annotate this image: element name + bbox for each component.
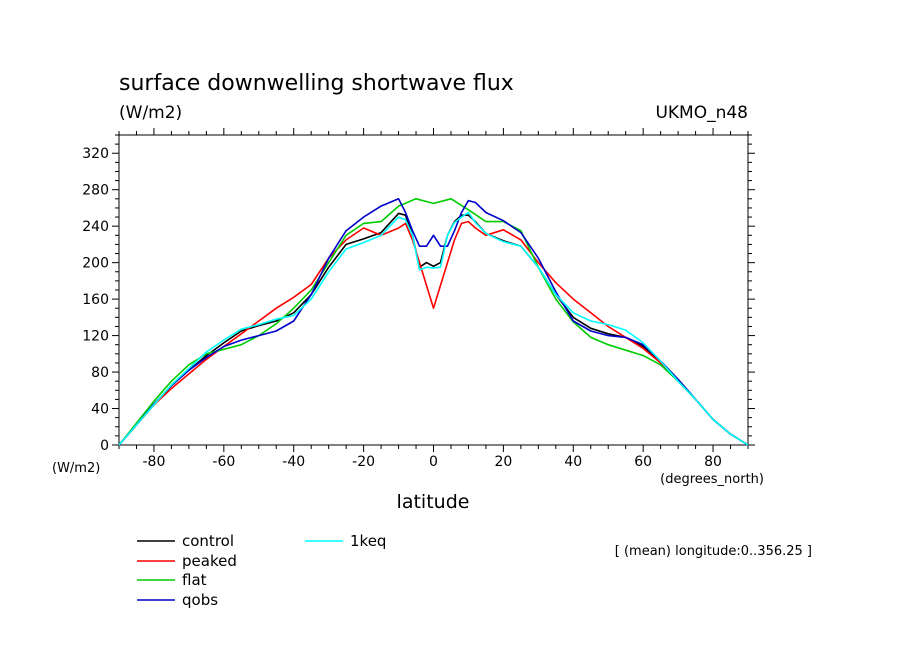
legend-label-1keq: 1keq: [350, 532, 386, 550]
y-tick-label: 200: [82, 256, 109, 272]
x-tick-label: 80: [704, 454, 722, 470]
y-tick-label: 40: [91, 402, 109, 418]
series-lines: [118, 198, 749, 446]
plot-border: [118, 134, 749, 446]
y-tick-label: 240: [82, 219, 109, 235]
y-tick-label: 120: [82, 329, 109, 345]
x-tick-label: 20: [494, 454, 512, 470]
series-line-flat: [118, 198, 749, 446]
x-tick-label: -80: [143, 454, 166, 470]
y-axis-unit-label: (W/m2): [119, 103, 182, 123]
y-axis-unit-bottom: (W/m2): [52, 461, 100, 476]
x-axis-label: latitude: [397, 491, 470, 513]
series-line-qobs: [118, 198, 749, 446]
x-tick-label: -40: [282, 454, 305, 470]
series-line-control: [118, 212, 749, 446]
y-tick-label: 280: [82, 183, 109, 199]
y-axis-ticks: 0 40 80 120 160 200 240 280 320: [82, 134, 755, 454]
series-line-1keq: [118, 211, 749, 446]
y-tick-label: 160: [82, 292, 109, 308]
series-line-peaked: [118, 220, 749, 446]
legend-label-control: control: [182, 532, 234, 550]
chart-title: surface downwelling shortwave flux: [119, 71, 514, 96]
x-tick-label: -60: [212, 454, 235, 470]
y-tick-label: 80: [91, 365, 109, 381]
x-tick-label: 60: [634, 454, 652, 470]
x-axis-ticks: -80 -60 -40 -20 0 20 40 60 80: [118, 128, 749, 470]
x-axis-unit-label: (degrees_north): [660, 472, 764, 487]
plot-frame: [118, 134, 749, 446]
averaging-note: [ (mean) longitude:0..356.25 ]: [615, 544, 812, 559]
y-tick-label: 320: [82, 146, 109, 162]
x-tick-label: 40: [564, 454, 582, 470]
legend-label-peaked: peaked: [182, 552, 237, 570]
legend-label-flat: flat: [182, 571, 207, 589]
x-tick-label: -20: [352, 454, 375, 470]
y-tick-label: 0: [100, 438, 109, 454]
source-label: UKMO_n48: [655, 103, 748, 123]
legend-label-qobs: qobs: [182, 591, 218, 609]
x-tick-label: 0: [429, 454, 438, 470]
